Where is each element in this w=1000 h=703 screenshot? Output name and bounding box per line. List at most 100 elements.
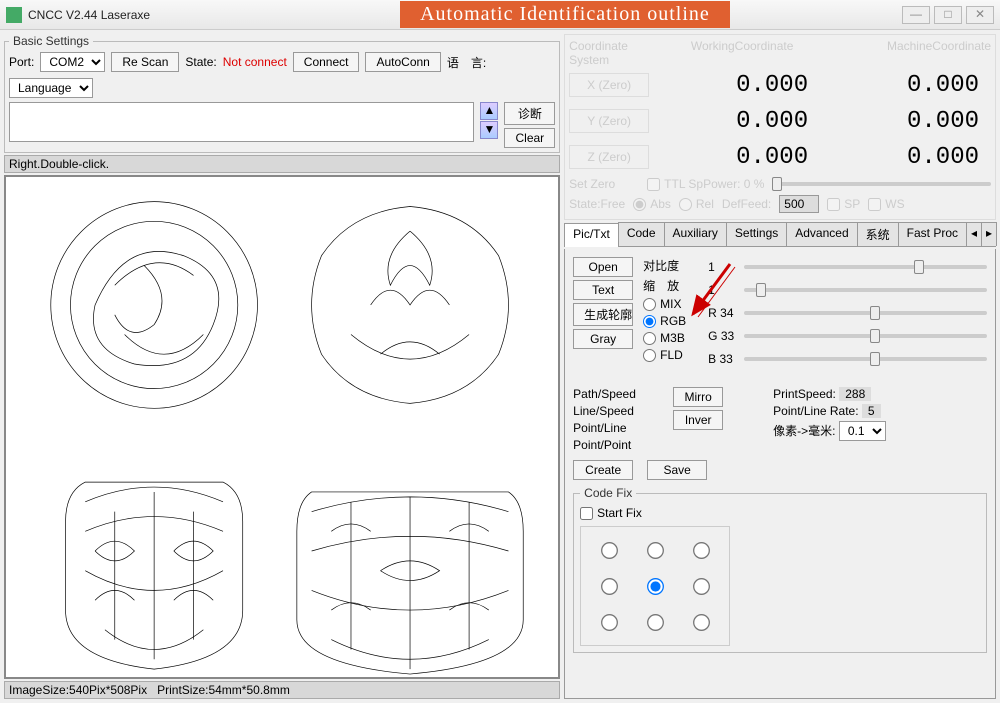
zoom-label: 缩 放 xyxy=(643,277,698,294)
tab-advanced[interactable]: Advanced xyxy=(786,222,857,246)
codefix-legend: Code Fix xyxy=(580,486,636,500)
save-button[interactable]: Save xyxy=(647,460,707,480)
maximize-button[interactable]: □ xyxy=(934,6,962,24)
plr-value: 5 xyxy=(862,404,881,418)
x-zero-button[interactable]: X (Zero) xyxy=(569,73,649,97)
basic-settings-group: Basic Settings Port: COM2 Re Scan State:… xyxy=(4,34,560,153)
anchor-br[interactable] xyxy=(693,614,710,631)
state-label: State: xyxy=(185,55,216,69)
create-button[interactable]: Create xyxy=(573,460,633,480)
b-slider[interactable] xyxy=(744,357,987,361)
anchor-mr[interactable] xyxy=(693,578,710,595)
abs-radio[interactable] xyxy=(633,198,646,211)
ratio-value: 1 xyxy=(708,260,738,274)
startfix-label: Start Fix xyxy=(597,506,642,520)
tab-scroll-left[interactable]: ◂ xyxy=(966,222,982,246)
tab-system[interactable]: 系统 xyxy=(857,222,899,246)
z-work-value: 0.000 xyxy=(649,144,820,171)
ttl-slider[interactable] xyxy=(772,182,991,186)
coord-h2: WorkingCoordinate xyxy=(659,39,825,67)
r-slider[interactable] xyxy=(744,311,987,315)
y-zero-button[interactable]: Y (Zero) xyxy=(569,109,649,133)
z-zero-button[interactable]: Z (Zero) xyxy=(569,145,649,169)
y-mach-value: 0.000 xyxy=(820,108,991,135)
status-printsize: PrintSize:54mm*50.8mm xyxy=(157,683,290,697)
set-zero-button[interactable]: Set Zero xyxy=(569,177,639,191)
anchor-tr[interactable] xyxy=(693,542,710,559)
close-button[interactable]: ✕ xyxy=(966,6,994,24)
diag-button[interactable]: 诊断 xyxy=(504,102,555,125)
port-label: Port: xyxy=(9,55,34,69)
gray-button[interactable]: Gray xyxy=(573,329,633,349)
sp-checkbox[interactable] xyxy=(827,198,840,211)
basic-settings-legend: Basic Settings xyxy=(9,34,93,48)
zoom-slider[interactable] xyxy=(744,288,987,292)
pictxt-panel: Open Text 生成轮廓 Gray 对比度 缩 放 MIX RGB M3B … xyxy=(564,249,996,699)
ratio-slider[interactable] xyxy=(744,265,987,269)
titlebar: CNCC V2.44 Laseraxe Automatic Identifica… xyxy=(0,0,1000,30)
window-title: CNCC V2.44 Laseraxe xyxy=(28,8,150,22)
fld-radio[interactable] xyxy=(643,349,656,362)
ws-checkbox[interactable] xyxy=(868,198,881,211)
mix-radio[interactable] xyxy=(643,298,656,311)
log-up-button[interactable]: ▲ xyxy=(480,102,498,120)
log-textarea[interactable] xyxy=(9,102,474,142)
deffeed-input[interactable] xyxy=(779,195,819,213)
banner-text: Automatic Identification outline xyxy=(400,1,730,28)
preview-canvas[interactable] xyxy=(4,175,560,679)
invert-button[interactable]: Inver xyxy=(673,410,723,430)
tab-auxiliary[interactable]: Auxiliary xyxy=(664,222,727,246)
port-select[interactable]: COM2 xyxy=(40,52,105,72)
anchor-bl[interactable] xyxy=(601,614,618,631)
line-speed-label: Line/Speed xyxy=(573,404,663,418)
startfix-checkbox[interactable] xyxy=(580,507,593,520)
r-label: R 34 xyxy=(708,306,738,320)
anchor-tc[interactable] xyxy=(647,542,664,559)
g-slider[interactable] xyxy=(744,334,987,338)
rgb-radio[interactable] xyxy=(643,315,656,328)
clear-button[interactable]: Clear xyxy=(504,128,555,148)
minimize-button[interactable]: — xyxy=(902,6,930,24)
language-select[interactable]: Language xyxy=(9,78,93,98)
tab-scroll-right[interactable]: ▸ xyxy=(981,222,997,246)
anchor-mc[interactable] xyxy=(647,578,664,595)
anchor-ml[interactable] xyxy=(601,578,618,595)
codefix-group: Code Fix Start Fix xyxy=(573,486,987,653)
outline-button[interactable]: 生成轮廓 xyxy=(573,303,633,326)
z-mach-value: 0.000 xyxy=(820,144,991,171)
log-down-button[interactable]: ▼ xyxy=(480,121,498,139)
printspeed-value: 288 xyxy=(839,387,871,401)
zoom-value: 1 xyxy=(708,283,738,297)
coord-h3: MachineCoordinate xyxy=(825,39,991,67)
connect-button[interactable]: Connect xyxy=(293,52,360,72)
autoconn-button[interactable]: AutoConn xyxy=(365,52,440,72)
text-button[interactable]: Text xyxy=(573,280,633,300)
anchor-grid xyxy=(580,526,730,646)
path-speed-label: Path/Speed xyxy=(573,387,663,401)
pxmm-select[interactable]: 0.1 xyxy=(839,421,886,441)
pxmm-label: 像素->毫米: xyxy=(773,424,835,438)
rel-radio[interactable] xyxy=(679,198,692,211)
point-line-label: Point/Line xyxy=(573,421,663,435)
rescan-button[interactable]: Re Scan xyxy=(111,52,179,72)
y-work-value: 0.000 xyxy=(649,108,820,135)
state-free: State:Free xyxy=(569,197,625,211)
anchor-tl[interactable] xyxy=(601,542,618,559)
tab-settings[interactable]: Settings xyxy=(726,222,787,246)
anchor-bc[interactable] xyxy=(647,614,664,631)
m3b-radio[interactable] xyxy=(643,332,656,345)
tab-pictxt[interactable]: Pic/Txt xyxy=(564,223,619,247)
tab-code[interactable]: Code xyxy=(618,222,665,246)
point-point-label: Point/Point xyxy=(573,438,663,452)
tab-fastproc[interactable]: Fast Proc xyxy=(898,222,967,246)
app-icon xyxy=(6,7,22,23)
language-label: 语 言: xyxy=(447,54,486,71)
x-mach-value: 0.000 xyxy=(820,72,991,99)
canvas-status: ImageSize:540Pix*508Pix PrintSize:54mm*5… xyxy=(4,681,560,699)
status-imagesize: ImageSize:540Pix*508Pix xyxy=(9,683,147,697)
ttl-checkbox[interactable] xyxy=(647,178,660,191)
x-work-value: 0.000 xyxy=(649,72,820,99)
open-button[interactable]: Open xyxy=(573,257,633,277)
mirror-button[interactable]: Mirro xyxy=(673,387,723,407)
canvas-hint: Right.Double-click. xyxy=(4,155,560,173)
